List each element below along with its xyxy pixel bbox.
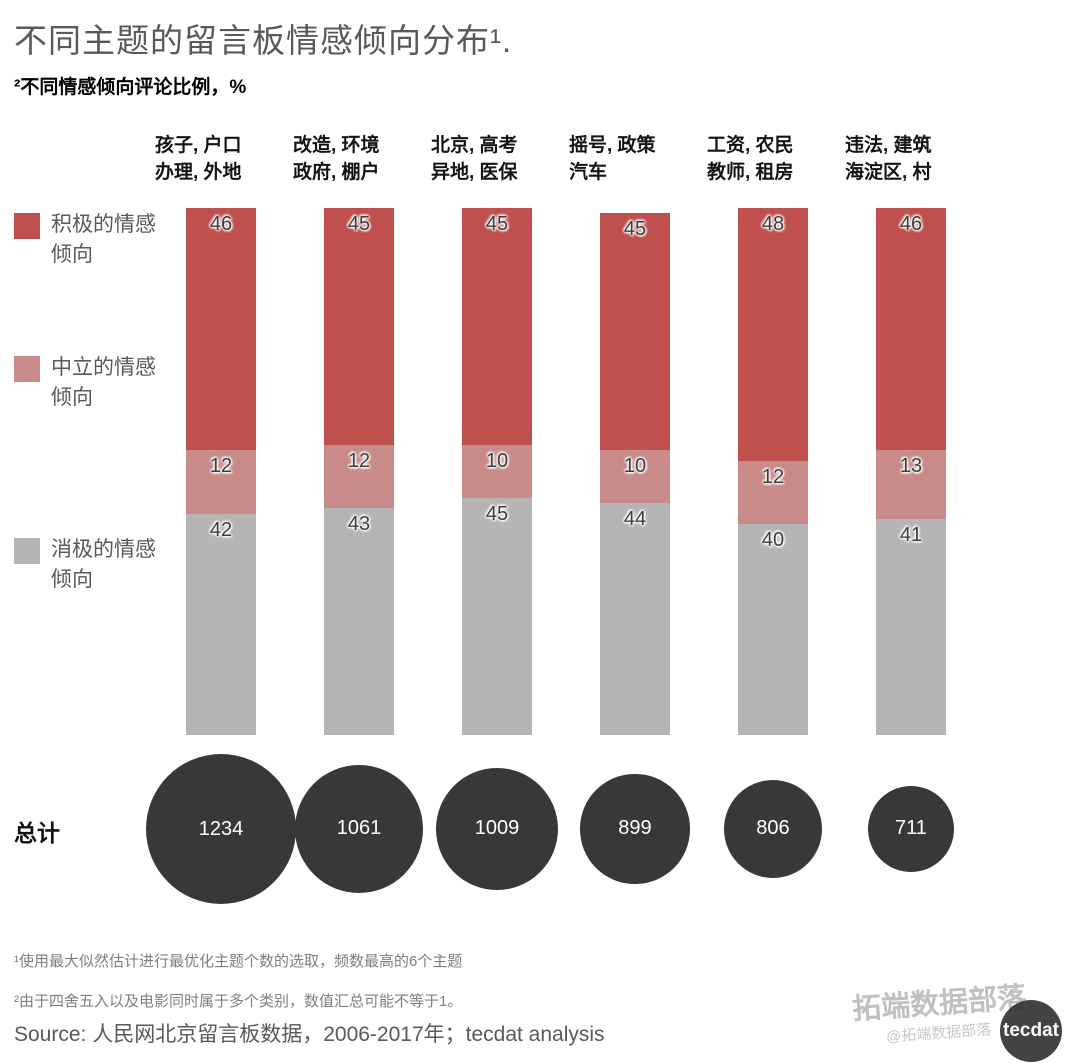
bar-segment-neutral: 12 [186,450,256,514]
total-circle: 806 [724,780,822,878]
total-value: 711 [895,817,927,840]
category-label-line2: 办理, 外地 [155,162,242,183]
category-label-line2: 异地, 医保 [431,162,518,183]
bar-segment-negative: 44 [600,503,670,735]
bar-segment-positive: 45 [462,208,532,446]
category-label-line1: 改造, 环境 [293,135,380,156]
bar-value-label: 43 [347,513,371,536]
legend-label: 积极的情感倾向 [51,213,156,266]
stacked-bar: 46 12 42 [186,208,256,735]
category-label-line2: 海淀区, 村 [845,162,932,183]
category-label: 改造, 环境 政府, 棚户 [293,132,443,186]
bar-segment-negative: 42 [186,513,256,735]
total-circle: 1009 [435,767,559,891]
bar-segment-neutral: 13 [876,450,946,519]
total-circle: 1061 [294,764,424,894]
total-value: 899 [618,817,652,840]
legend-item: 积极的情感倾向 [14,210,171,270]
bar-segment-neutral: 12 [324,445,394,509]
category-label-line1: 北京, 高考 [431,135,518,156]
bar-segment-positive: 45 [324,208,394,446]
bar-value-label: 42 [209,518,233,541]
bar-value-label: 45 [485,213,509,235]
total-value: 1061 [336,817,382,840]
bar-segment-positive: 48 [738,208,808,461]
bar-segment-negative: 40 [738,524,808,735]
bar-segment-negative: 43 [324,508,394,735]
bar-value-label: 48 [761,213,785,235]
footnote-1: ¹使用最大似然估计进行最优化主题个数的选取，频数最高的6个主题 [14,953,463,970]
category-label-line2: 政府, 棚户 [293,162,380,183]
bar-segment-positive: 45 [600,213,670,451]
category-label: 摇号, 政策 汽车 [569,132,719,186]
bar-value-label: 45 [623,218,647,241]
bar-segment-positive: 46 [876,208,946,451]
bar-value-label: 10 [623,455,647,478]
total-circle: 899 [580,774,690,884]
stacked-bar: 46 13 41 [876,208,946,735]
total-value: 806 [756,817,790,840]
bar-value-label: 40 [761,529,785,552]
legend-item: 消极的情感倾向 [14,535,171,595]
legend-label: 中立的情感倾向 [51,356,156,409]
chart-subtitle: ²不同情感倾向评论比例，% [14,77,247,98]
category-label-line2: 教师, 租房 [707,162,794,183]
stacked-bar: 45 10 45 [462,208,532,735]
stacked-bar: 48 12 40 [738,208,808,735]
bar-value-label: 46 [899,213,923,235]
bar-value-label: 12 [761,465,785,488]
bar-value-label: 12 [347,450,371,473]
total-circle: 1234 [146,754,296,904]
bar-segment-neutral: 10 [462,445,532,498]
category-label: 违法, 建筑 海淀区, 村 [845,132,995,186]
category-label-line2: 汽车 [569,162,608,183]
total-value: 1009 [474,817,520,840]
bar-value-label: 45 [485,502,509,525]
category-label-line1: 孩子, 户口 [155,135,242,156]
category-label-line1: 工资, 农民 [707,135,794,156]
bar-segment-neutral: 12 [738,460,808,525]
legend-swatch [14,538,40,564]
category-label: 工资, 农民 教师, 租房 [707,132,857,186]
bar-value-label: 12 [209,455,233,478]
bar-segment-positive: 46 [186,208,256,451]
total-circle: 711 [867,785,955,873]
bar-segment-neutral: 10 [600,450,670,504]
total-value: 1234 [198,817,244,840]
bar-value-label: 45 [347,213,371,235]
category-label: 孩子, 户口 办理, 外地 [155,132,305,186]
watermark-badge-text: tecdat [1003,1020,1059,1041]
bar-value-label: 10 [485,450,509,473]
bar-segment-negative: 41 [876,518,946,735]
totals-row-label: 总计 [14,820,60,846]
source-line: Source: 人民网北京留言板数据，2006-2017年；tecdat ana… [14,1023,605,1046]
stacked-bar: 45 12 43 [324,208,394,735]
chart-title: 不同主题的留言板情感倾向分布¹. [14,22,513,59]
bar-value-label: 46 [209,213,233,235]
bar-value-label: 41 [899,523,923,546]
legend-label: 消极的情感倾向 [51,538,156,591]
bar-value-label: 13 [899,455,923,478]
bar-segment-negative: 45 [462,497,532,735]
footnote-2: ²由于四舍五入以及电影同时属于多个类别，数值汇总可能不等于1。 [14,993,463,1010]
watermark-badge: tecdat [1000,1000,1062,1062]
legend-swatch [14,356,40,382]
stacked-bar: 45 10 44 [600,213,670,735]
bar-value-label: 44 [623,508,647,531]
category-label: 北京, 高考 异地, 医保 [431,132,581,186]
category-label-line1: 摇号, 政策 [569,135,656,156]
legend-item: 中立的情感倾向 [14,353,171,413]
legend-swatch [14,213,40,239]
category-label-line1: 违法, 建筑 [845,135,932,156]
